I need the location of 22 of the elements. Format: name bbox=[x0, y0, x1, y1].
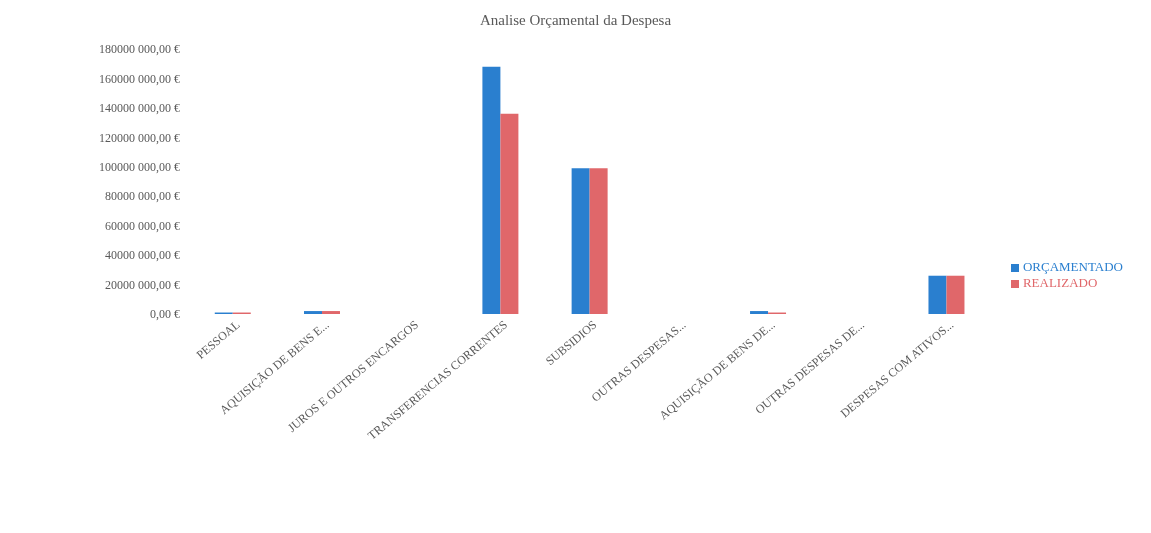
y-tick-label: 80000 000,00 € bbox=[105, 189, 180, 204]
bar bbox=[482, 66, 501, 314]
y-tick-label: 180000 000,00 € bbox=[99, 42, 180, 57]
bar bbox=[750, 311, 769, 314]
legend-label: ORÇAMENTADO bbox=[1022, 259, 1123, 274]
y-tick-label: 20000 000,00 € bbox=[105, 277, 180, 292]
bar bbox=[946, 275, 965, 314]
y-tick-label: 100000 000,00 € bbox=[99, 160, 180, 175]
y-tick-label: 0,00 € bbox=[150, 307, 180, 322]
bar bbox=[589, 168, 608, 314]
y-tick-label: 160000 000,00 € bbox=[99, 71, 180, 86]
y-tick-label: 140000 000,00 € bbox=[99, 101, 180, 116]
bar bbox=[571, 168, 590, 314]
legend-label: REALIZADO bbox=[1022, 275, 1098, 290]
y-tick-label: 120000 000,00 € bbox=[99, 130, 180, 145]
y-tick-label: 60000 000,00 € bbox=[105, 218, 180, 233]
bar bbox=[303, 311, 322, 314]
bar bbox=[500, 113, 519, 314]
y-tick-label: 40000 000,00 € bbox=[105, 248, 180, 263]
bar bbox=[928, 275, 947, 314]
chart-title: Analise Orçamental da Despesa bbox=[478, 11, 673, 29]
bar bbox=[321, 311, 340, 314]
